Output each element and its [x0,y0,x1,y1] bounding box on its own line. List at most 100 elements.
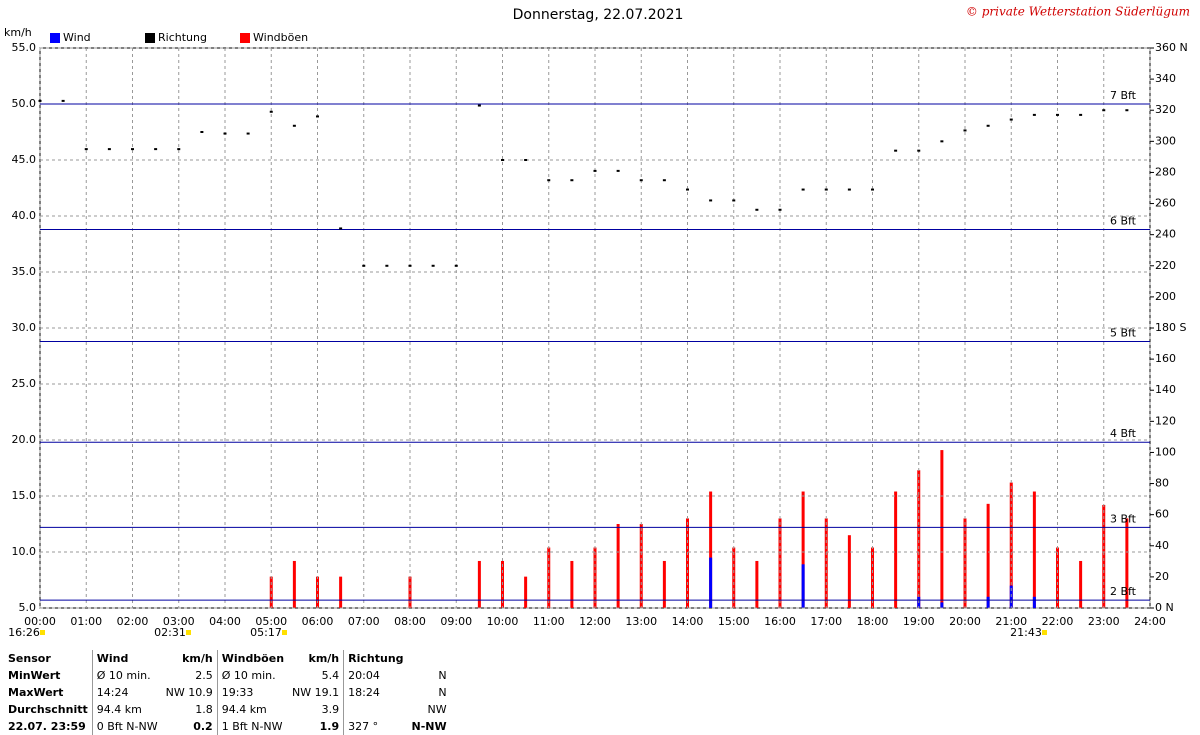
direction-point [269,110,273,113]
direction-point [732,199,736,202]
x-tick-label: 08:00 [394,615,426,628]
y2-tick-label: 300 [1155,134,1176,147]
bar [1032,596,1036,608]
copyright: © private Wetterstation Süderlügum [966,5,1190,19]
reference-label: 6 Bft [1110,214,1137,227]
bar [1102,504,1106,608]
direction-point [408,264,412,267]
x-tick-label: 13:00 [625,615,657,628]
legend-label: Windböen [253,31,308,44]
cell: 0 Bft N-NW [91,718,162,735]
direction-point [362,264,366,267]
bar [339,576,343,608]
x-tick-label: 05:00 [255,615,287,628]
bar [269,576,273,608]
direction-point [639,179,643,182]
bar [108,608,111,645]
cell: Durchschnitt [8,703,88,716]
direction-point [339,227,343,230]
direction-point [385,264,389,267]
direction-point [824,188,828,191]
bar [755,608,758,630]
x-tick-label: 03:00 [163,615,195,628]
direction-point [1032,113,1036,116]
bar [292,560,296,608]
y-tick-label: 30.0 [12,321,37,334]
bar [616,524,620,608]
bar [1009,482,1013,608]
direction-point [292,124,296,127]
cell: 94.4 km [91,701,162,718]
legend-label: Richtung [158,31,207,44]
x-tick-label: 21:00 [995,615,1027,628]
direction-point [131,148,134,151]
cell: MinWert [8,669,61,682]
reference-label: 5 Bft [1110,326,1137,339]
cell: 1 Bft N-NW [216,718,289,735]
direction-point [454,264,458,267]
direction-point [61,99,65,102]
direction-point [477,104,481,107]
y2-tick-label: 120 [1155,414,1176,427]
bar [801,564,805,608]
direction-point [154,148,158,151]
annotation-label: 16:26 [8,626,40,639]
cell: N [438,669,447,682]
y-tick-label: 55.0 [12,41,37,54]
bar [848,608,851,619]
direction-point [107,148,111,151]
bar [570,608,573,642]
y2-tick-label: 220 [1155,259,1176,272]
x-tick-label: 10:00 [487,615,519,628]
x-tick-label: 14:00 [672,615,704,628]
bar [1079,608,1082,642]
cell: 94.4 km [216,701,289,718]
bar [108,608,111,645]
bar [894,491,898,608]
bar [432,608,435,645]
reference-label: 3 Bft [1110,512,1137,525]
direction-point [778,208,782,211]
y2-tick-label: 240 [1155,228,1176,241]
bar [847,535,851,608]
cell: Windböen [216,650,289,667]
direction-point [1102,109,1106,112]
table-header: Sensor Wind km/h Windböen km/h Richtung [4,650,451,667]
direction-point [570,179,574,182]
y-tick-label: 50.0 [12,97,37,110]
chart: Donnerstag, 22.07.2021 © private Wetters… [4,5,1190,645]
bar [1125,518,1129,608]
direction-point [177,148,181,151]
y2-tick-label: 20 [1155,570,1169,583]
legend-swatch [50,33,60,43]
table-row: MaxWert 14:24 NW 10.9 19:33 NW 19.1 18:24 N [4,684,451,701]
cell: km/h [182,652,213,665]
cell: 327 ° [343,718,408,735]
bar [432,608,435,645]
bar [1125,608,1128,619]
direction-point [662,179,666,182]
y2-tick-label: 0 N [1155,601,1174,614]
x-tick-label: 12:00 [579,615,611,628]
direction-point [894,149,898,152]
direction-point [1079,113,1083,116]
y2-tick-label: 160 [1155,352,1176,365]
cell: 2.5 [195,669,213,682]
bar [200,608,203,645]
direction-point [917,149,921,152]
y2-tick-label: 320 [1155,103,1176,116]
x-tick-label: 23:00 [1088,615,1120,628]
direction-point [246,132,250,135]
x-tick-label: 18:00 [857,615,889,628]
direction-point [593,169,597,172]
table-row: Durchschnitt 94.4 km 1.8 94.4 km 3.9 NW [4,701,451,718]
bar [62,608,65,645]
direction-point [709,199,713,202]
x-tick-label: 17:00 [810,615,842,628]
direction-point [38,99,42,102]
y2-tick-label: 360 N [1155,41,1188,54]
bar [662,560,666,608]
bar [663,608,666,636]
direction-point [686,188,689,191]
x-tick-label: 06:00 [302,615,334,628]
